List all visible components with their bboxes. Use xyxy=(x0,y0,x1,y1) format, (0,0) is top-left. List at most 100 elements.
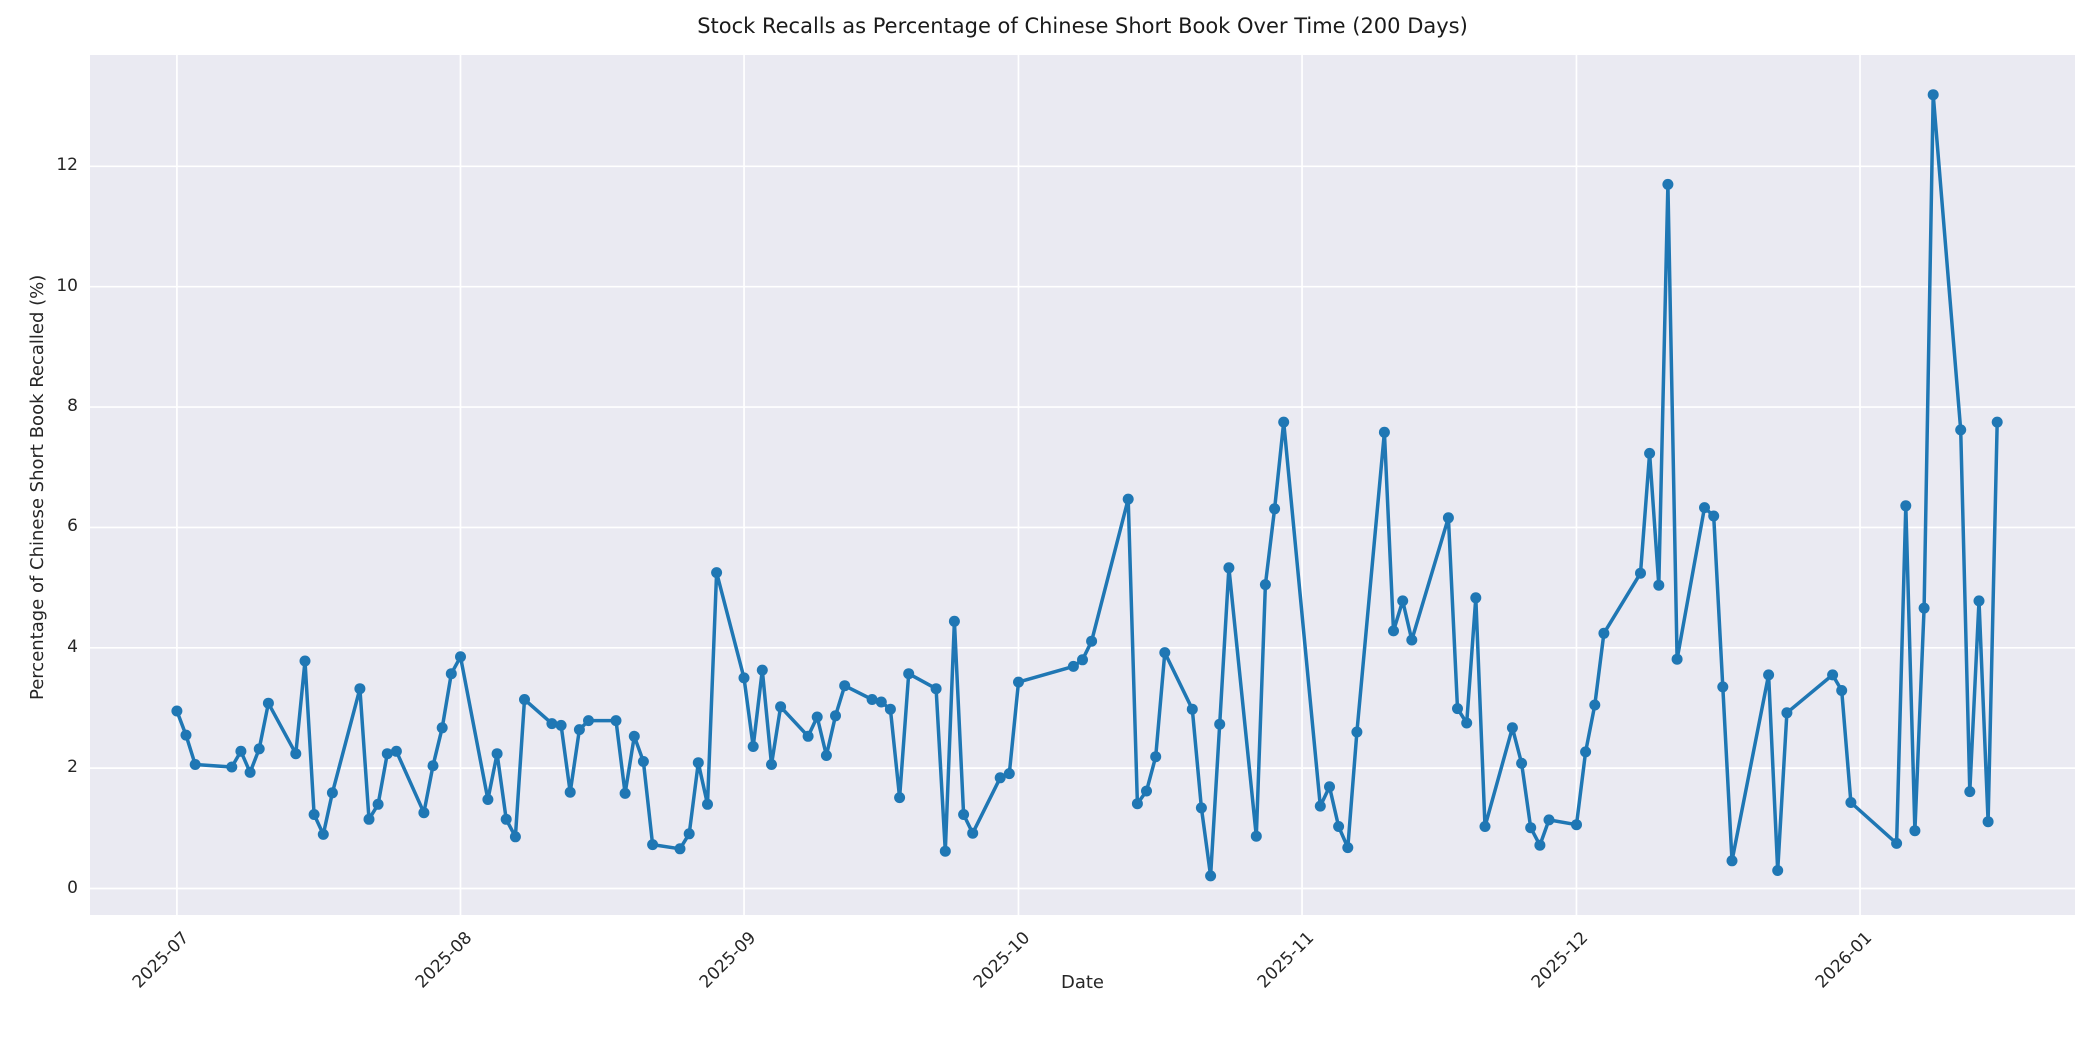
data-point-marker xyxy=(1205,870,1217,882)
data-point-marker xyxy=(1671,653,1683,665)
data-point-marker xyxy=(455,651,466,663)
data-point-marker xyxy=(1516,757,1528,769)
data-point-marker xyxy=(546,718,558,730)
data-point-marker xyxy=(1003,768,1015,780)
data-point-marker xyxy=(1699,502,1710,514)
data-point-marker xyxy=(354,683,366,695)
data-point-marker xyxy=(637,756,649,767)
data-point-marker xyxy=(610,715,622,727)
data-point-marker xyxy=(1141,785,1152,797)
y-tick-label: 12 xyxy=(56,155,78,176)
data-point-marker xyxy=(1909,825,1921,837)
data-point-marker xyxy=(290,748,302,760)
data-point-marker xyxy=(830,710,841,722)
data-point-marker xyxy=(903,668,915,680)
data-point-marker xyxy=(1159,647,1171,659)
data-point-marker xyxy=(1836,685,1848,696)
data-point-marker xyxy=(1506,722,1518,734)
data-point-marker xyxy=(1964,786,1976,798)
data-point-marker xyxy=(171,705,183,717)
y-tick-label: 2 xyxy=(67,757,78,778)
data-point-marker xyxy=(1653,579,1665,591)
data-point-marker xyxy=(1982,816,1994,828)
data-point-marker xyxy=(308,809,320,820)
data-point-marker xyxy=(647,839,659,851)
data-point-marker xyxy=(317,828,329,840)
data-point-marker xyxy=(820,750,832,761)
data-point-marker xyxy=(1122,493,1134,505)
data-point-marker xyxy=(811,711,823,723)
data-point-marker xyxy=(1214,718,1226,730)
data-point-marker xyxy=(1827,669,1839,681)
data-point-marker xyxy=(1927,89,1939,101)
data-point-marker xyxy=(1891,837,1903,849)
data-point-marker xyxy=(427,760,439,772)
data-point-marker xyxy=(583,715,594,727)
data-point-marker xyxy=(1973,595,1985,607)
data-point-marker xyxy=(683,828,695,840)
data-point-marker xyxy=(1250,830,1262,842)
data-point-marker xyxy=(1461,717,1473,729)
data-point-marker xyxy=(180,729,192,741)
data-point-marker xyxy=(1598,627,1610,639)
data-point-marker xyxy=(738,672,750,684)
data-point-marker xyxy=(766,759,777,770)
data-point-marker xyxy=(1479,821,1491,832)
data-point-marker xyxy=(1223,562,1235,574)
data-point-marker xyxy=(500,813,512,825)
data-point-marker xyxy=(775,701,787,713)
data-point-marker xyxy=(299,655,311,667)
data-point-marker xyxy=(939,845,951,857)
data-point-marker xyxy=(866,694,878,705)
data-point-marker xyxy=(1442,512,1454,524)
y-tick-label: 0 xyxy=(67,877,78,898)
data-point-marker xyxy=(967,827,979,839)
data-point-marker xyxy=(994,772,1006,784)
data-point-marker xyxy=(1278,416,1290,428)
data-point-marker xyxy=(482,794,494,805)
data-point-marker xyxy=(674,843,686,855)
data-point-marker xyxy=(1772,865,1784,876)
data-point-marker xyxy=(958,809,970,820)
data-point-marker xyxy=(1571,819,1582,831)
data-point-marker xyxy=(1900,500,1912,512)
data-point-marker xyxy=(930,683,942,695)
data-point-marker xyxy=(702,798,713,810)
data-point-marker xyxy=(381,748,393,760)
data-point-marker xyxy=(1269,503,1281,515)
data-point-marker xyxy=(1635,567,1646,579)
data-point-marker xyxy=(1397,595,1409,607)
data-point-marker xyxy=(418,807,430,819)
data-point-marker xyxy=(189,759,201,770)
data-point-marker xyxy=(253,743,265,755)
data-point-marker xyxy=(756,664,768,676)
data-point-marker xyxy=(1644,447,1656,459)
data-point-marker xyxy=(1259,579,1271,591)
data-point-marker xyxy=(1351,726,1363,738)
data-point-marker xyxy=(1333,821,1345,832)
data-point-marker xyxy=(948,615,960,627)
data-point-marker xyxy=(244,766,256,778)
data-point-marker xyxy=(1314,800,1326,812)
data-point-marker xyxy=(1991,416,2003,428)
data-point-marker xyxy=(692,757,704,769)
data-point-marker xyxy=(1013,676,1024,688)
data-point-marker xyxy=(1131,798,1143,810)
data-point-marker xyxy=(555,719,567,731)
data-point-marker xyxy=(445,668,457,680)
data-point-marker xyxy=(1534,839,1546,851)
plot-area xyxy=(90,55,2075,915)
data-point-marker xyxy=(436,722,448,734)
data-point-marker xyxy=(884,703,896,715)
data-point-marker xyxy=(519,694,530,705)
data-point-marker xyxy=(839,680,851,692)
data-point-marker xyxy=(226,761,238,773)
data-point-marker xyxy=(802,730,814,742)
data-point-marker xyxy=(491,748,503,760)
data-point-marker xyxy=(1150,751,1162,763)
data-point-marker xyxy=(1452,703,1463,715)
data-point-marker xyxy=(1388,625,1399,637)
data-point-marker xyxy=(1580,746,1592,758)
